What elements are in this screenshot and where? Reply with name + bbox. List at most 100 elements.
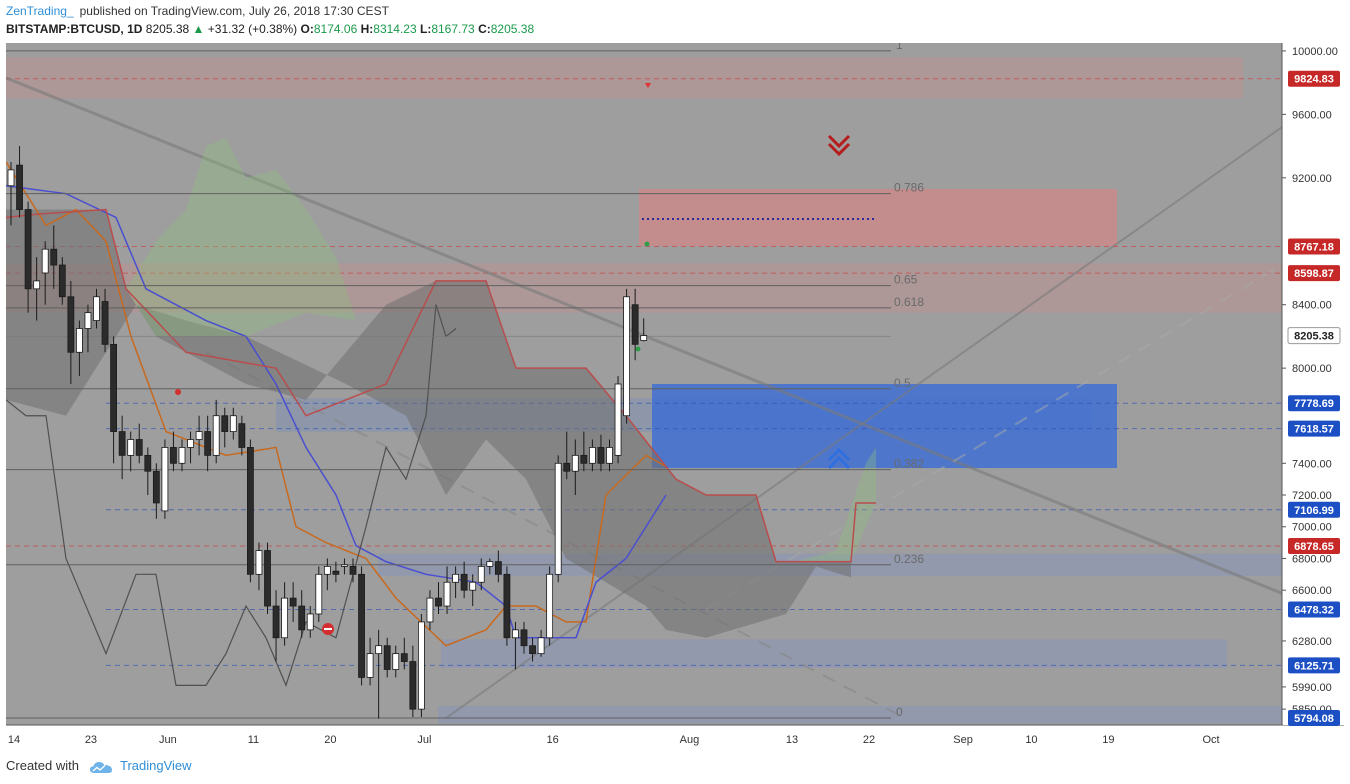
x-tick-label: 23 xyxy=(85,734,97,746)
candle-body xyxy=(409,661,417,710)
candle-body xyxy=(375,645,383,655)
x-tick-label: Sep xyxy=(953,734,973,746)
candle-body xyxy=(580,454,588,464)
candle-body xyxy=(110,343,117,432)
candle-body xyxy=(606,447,613,464)
candle-body xyxy=(272,605,280,639)
candle-body xyxy=(563,462,571,472)
candle-body xyxy=(204,431,212,456)
price-label-text: 6478.32 xyxy=(1294,604,1334,616)
indicator-lines xyxy=(6,161,876,688)
price-label-box xyxy=(1288,501,1340,518)
price-label-text: 7106.99 xyxy=(1294,505,1334,517)
candle-body xyxy=(597,447,605,464)
footer: Created with TradingView xyxy=(6,758,192,774)
candle-body xyxy=(178,447,186,464)
x-tick-label: Aug xyxy=(680,734,700,746)
candle-body xyxy=(494,561,502,575)
price-label-text: 6878.65 xyxy=(1294,541,1334,553)
price-labels: 9824.83 8767.18 8598.87 8205.38 7778.69 7618.… xyxy=(1287,70,1341,727)
candle-body xyxy=(546,573,554,639)
candle-body xyxy=(435,597,442,607)
candle-body xyxy=(255,550,263,575)
diagonal-trend-2 xyxy=(445,126,1283,719)
candle-body xyxy=(93,296,100,321)
x-tick-label: Oct xyxy=(1202,734,1219,746)
tradingview-brand-link[interactable]: TradingView xyxy=(120,758,192,773)
y-tick-label: 7400.00 xyxy=(1292,458,1332,470)
candle-body xyxy=(41,248,49,274)
red-zone-upper xyxy=(639,188,1117,247)
x-tick-label: 14 xyxy=(8,734,20,746)
candle-body xyxy=(144,454,152,472)
candle-body xyxy=(631,304,639,345)
y-tick-label: 5990.00 xyxy=(1292,682,1332,694)
y-tick-label: 8400.00 xyxy=(1292,300,1332,312)
stop-sign-bar xyxy=(324,628,332,630)
y-tick-label: 6800.00 xyxy=(1292,553,1332,565)
double-chevron-down-icon xyxy=(827,134,851,157)
candle-body xyxy=(554,462,562,575)
price-label-box xyxy=(1288,601,1340,618)
price-label-text: 6125.71 xyxy=(1294,660,1334,672)
candle-body xyxy=(400,653,408,662)
close-value: 8205.38 xyxy=(490,22,535,36)
double-chevron-up-icon xyxy=(827,447,851,470)
candle-body xyxy=(383,645,391,670)
tradingview-cloud-icon xyxy=(89,761,112,773)
price-chart[interactable]: 1 0.786 0.65 0.618 0.5 0.382 0.236 0 10000.00 96… xyxy=(6,43,1344,751)
x-tick-label: 11 xyxy=(248,734,259,746)
author-link[interactable]: ZenTrading_ xyxy=(6,4,74,18)
tenkan-blue xyxy=(6,185,667,639)
candle-body xyxy=(264,550,271,607)
candle-body xyxy=(76,328,83,353)
price-label-box xyxy=(1288,537,1340,554)
fib-label: 0.65 xyxy=(894,273,918,287)
blue-zone-main xyxy=(652,384,1117,469)
candle-body xyxy=(623,296,630,417)
price-label-box xyxy=(1288,710,1340,727)
price-label-text: 8767.18 xyxy=(1294,241,1334,253)
close-label: C: xyxy=(478,22,491,36)
candle-body xyxy=(315,573,323,615)
x-tick-label: Jul xyxy=(417,734,431,746)
candle-body xyxy=(571,454,579,472)
candle-body xyxy=(195,431,203,440)
fib-levels: 1 0.786 0.65 0.618 0.5 0.382 0.236 0 xyxy=(6,43,924,719)
green-dot-icon-2 xyxy=(635,346,641,352)
price-label-text: 9824.83 xyxy=(1294,74,1334,86)
candle-body xyxy=(67,296,75,353)
candle-body xyxy=(486,561,494,567)
cloud-green-2 xyxy=(796,447,876,562)
x-tick-label: 22 xyxy=(863,734,875,746)
candle-body xyxy=(503,573,511,639)
candle-body xyxy=(135,439,143,456)
red-dot-icon xyxy=(175,389,181,395)
x-tick-label: 10 xyxy=(1025,734,1037,746)
y-tick-label: 9600.00 xyxy=(1292,109,1332,121)
senkou-red xyxy=(6,208,876,563)
fib-label: 0.5 xyxy=(894,376,911,390)
price-change: +31.32 (+0.38%) xyxy=(207,22,298,36)
candle-body xyxy=(349,565,357,575)
x-tick-label: 16 xyxy=(547,734,559,746)
chikou-line xyxy=(6,304,457,688)
price-label-text: 5794.08 xyxy=(1294,713,1334,725)
candle-body xyxy=(614,383,622,456)
red-zone-top xyxy=(6,57,1243,99)
x-tick-label: Jun xyxy=(159,734,177,746)
y-tick-label: 6600.00 xyxy=(1292,585,1332,597)
candle-body xyxy=(16,164,23,210)
high-value: 8314.23 xyxy=(373,22,417,36)
annotation-marks xyxy=(175,83,851,635)
candle-body xyxy=(289,597,297,607)
cloud-green xyxy=(126,138,356,337)
price-label-box xyxy=(1288,420,1340,437)
price-label-box xyxy=(1288,657,1340,674)
publish-header: ZenTrading_ published on TradingView.com,… xyxy=(6,4,389,18)
price-axis xyxy=(1283,43,1344,725)
y-tick-label: 8000.00 xyxy=(1292,363,1332,375)
price-label-text: 7618.57 xyxy=(1294,424,1334,436)
up-arrow-icon: ▲ xyxy=(192,22,205,36)
candle-body xyxy=(323,565,331,575)
